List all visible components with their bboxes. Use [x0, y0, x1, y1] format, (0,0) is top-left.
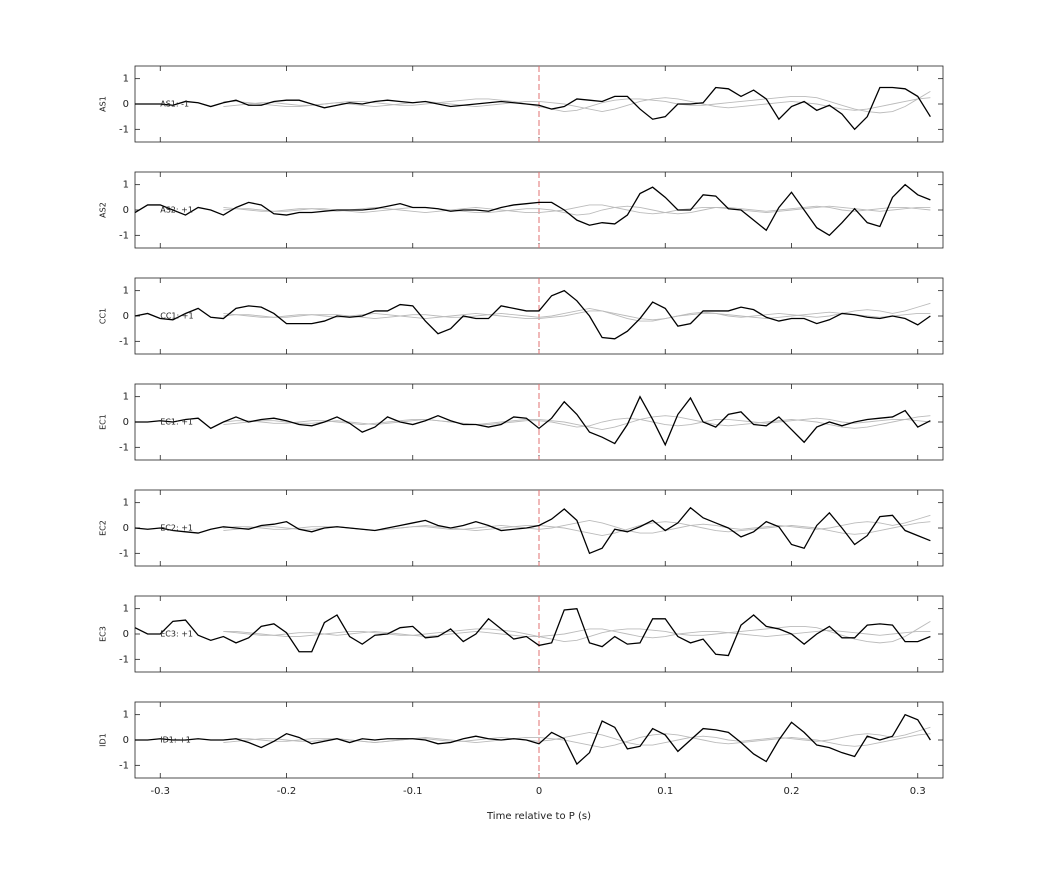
x-axis-label: Time relative to P (s) [486, 811, 591, 822]
panel-annotation: AS2: +1 [160, 206, 193, 215]
y-axis-label: ID1 [99, 733, 108, 747]
trace [134, 289, 931, 340]
trace [135, 713, 931, 766]
y-tick-label: -1 [119, 124, 129, 135]
y-tick-label: -1 [119, 548, 129, 559]
y-tick-label: -1 [119, 760, 129, 771]
trace [223, 97, 931, 113]
y-tick-label: -1 [119, 442, 129, 453]
y-tick-label: 1 [123, 710, 129, 721]
x-tick-label: 0.1 [657, 786, 673, 797]
y-tick-label: 0 [123, 629, 129, 640]
panel-annotation: EC1: +1 [160, 418, 193, 427]
x-tick-label: 0 [536, 786, 542, 797]
trace [134, 183, 931, 237]
y-tick-label: -1 [119, 336, 129, 347]
y-tick-label: 1 [123, 74, 129, 85]
trace [223, 620, 931, 644]
y-tick-label: 1 [123, 180, 129, 191]
y-axis-label: EC1 [99, 414, 108, 430]
panel-annotation: CC1: +1 [160, 312, 193, 321]
panel-annotation: AS1: -1 [160, 100, 189, 109]
x-tick-label: -0.3 [150, 786, 170, 797]
y-axis-label: AS1 [99, 96, 108, 112]
trace [223, 628, 931, 639]
trace [135, 86, 931, 131]
y-axis-label: CC1 [99, 308, 108, 324]
x-tick-label: -0.1 [403, 786, 423, 797]
y-tick-label: 1 [123, 604, 129, 615]
y-tick-label: -1 [119, 230, 129, 241]
trace [223, 417, 931, 428]
trace [223, 204, 931, 215]
trace [134, 607, 931, 657]
x-tick-label: -0.2 [277, 786, 297, 797]
y-tick-label: 1 [123, 286, 129, 297]
trace [135, 395, 931, 447]
y-tick-label: 0 [123, 417, 129, 428]
trace [134, 506, 931, 555]
y-tick-label: -1 [119, 654, 129, 665]
trace [223, 90, 931, 114]
x-tick-label: 0.2 [784, 786, 800, 797]
panel-annotation: ID1: +1 [160, 736, 191, 745]
y-tick-label: 0 [123, 205, 129, 216]
y-axis-label: AS2 [99, 202, 108, 218]
y-axis-label: EC2 [99, 520, 108, 536]
x-tick-label: 0.3 [910, 786, 926, 797]
y-tick-label: 0 [123, 99, 129, 110]
y-tick-label: 1 [123, 498, 129, 509]
panel-annotation: EC3: +1 [160, 630, 193, 639]
trace [223, 302, 931, 322]
y-axis-label: EC3 [99, 626, 108, 642]
y-tick-label: 0 [123, 523, 129, 534]
y-tick-label: 0 [123, 735, 129, 746]
panel-annotation: EC2: +1 [160, 524, 193, 533]
trace [223, 415, 931, 431]
y-tick-label: 0 [123, 311, 129, 322]
y-tick-label: 1 [123, 392, 129, 403]
